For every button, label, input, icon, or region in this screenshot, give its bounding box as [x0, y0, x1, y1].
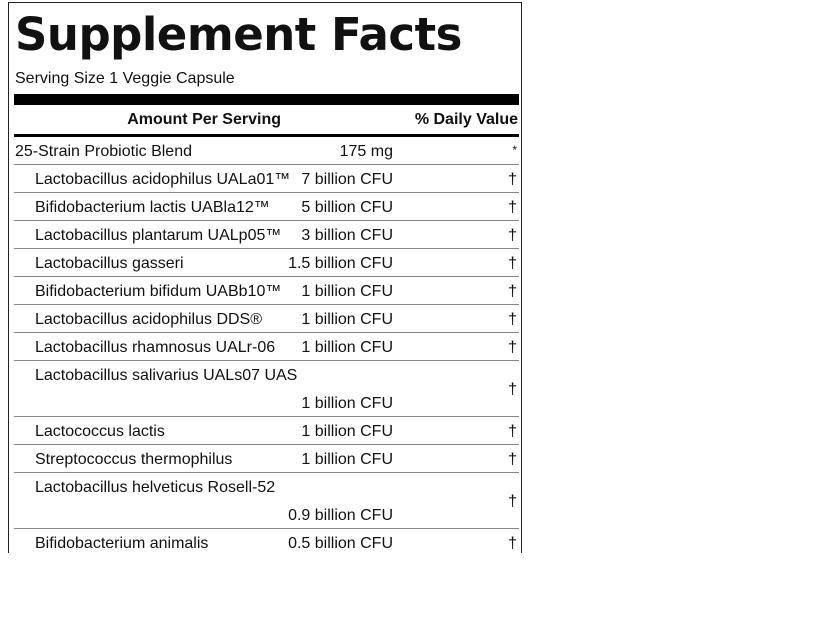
ingredient-row: Bifidobacterium bifidum UABb10™ 1 billio… — [14, 277, 519, 305]
ingredient-name: Streptococcus thermophilus — [35, 451, 233, 468]
ingredient-name: Bifidobacterium animalis — [35, 535, 209, 552]
blend-row: 25-Strain Probiotic Blend 175 mg * — [14, 137, 519, 165]
ingredient-daily-value: † — [508, 535, 517, 552]
ingredient-amount: 0.9 billion CFU — [288, 507, 393, 524]
ingredient-amount: 1 billion CFU — [301, 395, 393, 412]
ingredient-row: Streptococcus thermophilus 1 billion CFU… — [14, 445, 519, 473]
ingredient-amount: 0.5 billion CFU — [288, 535, 393, 552]
ingredient-table: 25-Strain Probiotic Blend 175 mg * Lacto… — [14, 137, 519, 553]
ingredient-daily-value: † — [508, 227, 517, 244]
header-divider — [14, 134, 519, 137]
ingredient-amount: 1 billion CFU — [301, 311, 393, 328]
ingredient-row: Lactobacillus plantarum UALp05™ 3 billio… — [14, 221, 519, 249]
ingredient-daily-value: † — [508, 171, 517, 188]
thick-divider — [14, 94, 519, 105]
ingredient-name: Lactobacillus acidophilus UALa01™ — [35, 171, 291, 188]
blend-name: 25-Strain Probiotic Blend — [15, 143, 192, 160]
ingredient-daily-value: † — [508, 255, 517, 272]
header-amount-per-serving: Amount Per Serving — [127, 111, 281, 128]
ingredient-name: Lactobacillus gasseri — [35, 255, 184, 272]
label-title: Supplement Facts — [15, 8, 462, 61]
ingredient-name: Lactobacillus helveticus Rosell-52 — [35, 479, 276, 496]
ingredient-amount: 1 billion CFU — [301, 283, 393, 300]
ingredient-row: Lactobacillus acidophilus DDS® 1 billion… — [14, 305, 519, 333]
blend-amount: 175 mg — [339, 143, 393, 160]
ingredient-amount: 5 billion CFU — [301, 199, 393, 216]
ingredient-name: Lactobacillus plantarum UALp05™ — [35, 227, 282, 244]
ingredient-name: Lactobacillus rhamnosus UALr-06 — [35, 339, 276, 356]
ingredient-row: Lactobacillus rhamnosus UALr-06 1 billio… — [14, 333, 519, 361]
ingredient-amount: 3 billion CFU — [301, 227, 393, 244]
ingredient-daily-value: † — [508, 423, 517, 440]
ingredient-daily-value: † — [508, 283, 517, 300]
ingredient-name: Lactococcus lactis — [35, 423, 165, 440]
supplement-facts-panel: Supplement Facts Serving Size 1 Veggie C… — [8, 2, 522, 553]
ingredient-daily-value: † — [508, 493, 517, 510]
ingredient-name: Bifidobacterium bifidum UABb10™ — [35, 283, 282, 300]
ingredient-row: Lactobacillus helveticus Rosell-52 0.9 b… — [14, 473, 519, 529]
ingredient-daily-value: † — [508, 339, 517, 356]
ingredient-row: Bifidobacterium lactis UABla12™ 5 billio… — [14, 193, 519, 221]
ingredient-name: Lactobacillus salivarius UALs07 UAS — [35, 367, 298, 384]
ingredient-amount: 1 billion CFU — [301, 339, 393, 356]
ingredient-amount: 7 billion CFU — [301, 171, 393, 188]
ingredient-daily-value: † — [508, 381, 517, 398]
ingredient-daily-value: † — [508, 451, 517, 468]
ingredient-row: Lactobacillus gasseri 1.5 billion CFU † — [14, 249, 519, 277]
ingredient-name: Bifidobacterium lactis UABla12™ — [35, 199, 270, 216]
ingredient-row: Lactobacillus acidophilus UALa01™ 7 bill… — [14, 165, 519, 193]
ingredient-daily-value: † — [508, 311, 517, 328]
serving-size: Serving Size 1 Veggie Capsule — [15, 70, 235, 87]
blend-daily-value: * — [512, 143, 517, 157]
ingredient-amount: 1 billion CFU — [301, 423, 393, 440]
ingredient-row: Lactobacillus salivarius UALs07 UAS 1 bi… — [14, 361, 519, 417]
ingredient-amount: 1.5 billion CFU — [288, 255, 393, 272]
ingredient-row: Bifidobacterium animalis 0.5 billion CFU… — [14, 529, 519, 553]
ingredient-row: Lactococcus lactis 1 billion CFU † — [14, 417, 519, 445]
ingredient-amount: 1 billion CFU — [301, 451, 393, 468]
header-daily-value: % Daily Value — [414, 111, 518, 128]
ingredient-daily-value: † — [508, 199, 517, 216]
ingredient-name: Lactobacillus acidophilus DDS® — [35, 311, 263, 328]
